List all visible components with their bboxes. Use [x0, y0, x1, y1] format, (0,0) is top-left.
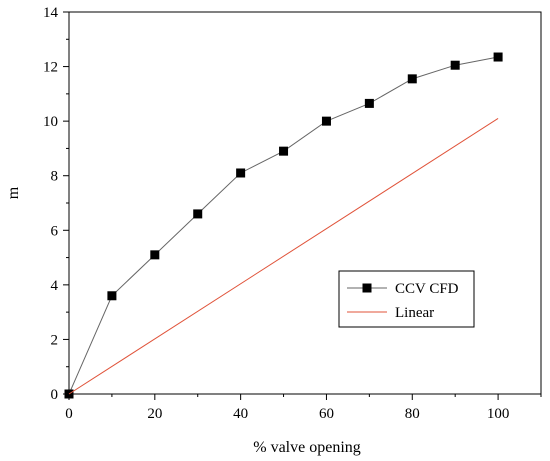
data-point [450, 60, 460, 70]
x-axis: 0 20 40 60 80 100 [65, 394, 542, 422]
data-point [150, 250, 160, 260]
data-point [364, 98, 374, 108]
data-point [279, 146, 289, 156]
data-point [193, 209, 203, 219]
y-tick-label: 14 [43, 5, 59, 21]
x-tick-label: 20 [147, 406, 162, 422]
y-axis: 0 2 4 6 8 10 12 14 [43, 5, 69, 403]
plot-border [68, 11, 542, 395]
y-axis-title: m [5, 186, 22, 199]
data-point [407, 74, 417, 84]
data-point [493, 52, 503, 62]
legend-marker [362, 283, 372, 293]
legend-entry: Linear [347, 305, 434, 321]
legend-box [338, 270, 475, 328]
legend: CCV CFD Linear [338, 270, 475, 328]
legend-label: CCV CFD [395, 281, 459, 297]
y-tick-label: 6 [51, 223, 59, 239]
x-tick-label: 100 [487, 406, 510, 422]
y-tick-label: 12 [43, 60, 58, 76]
legend-entry: CCV CFD [347, 281, 459, 297]
y-tick-label: 4 [51, 278, 59, 294]
x-tick-label: 60 [319, 406, 334, 422]
y-tick-label: 0 [51, 387, 59, 403]
x-tick-label: 0 [65, 406, 73, 422]
y-tick-label: 10 [43, 114, 58, 130]
series-layer [64, 52, 503, 399]
data-point [321, 116, 331, 126]
y-tick-label: 8 [51, 169, 59, 185]
x-tick-label: 40 [233, 406, 248, 422]
series-line [68, 117, 499, 395]
series-1 [64, 52, 503, 399]
series-line [68, 56, 499, 395]
legend-label: Linear [395, 305, 434, 321]
plot-frame [68, 11, 542, 395]
x-axis-title: % valve opening [253, 439, 361, 456]
y-tick-label: 2 [51, 332, 59, 348]
series-2 [68, 117, 499, 395]
data-point [236, 168, 246, 178]
data-point [107, 291, 117, 301]
x-tick-label: 80 [405, 406, 420, 422]
